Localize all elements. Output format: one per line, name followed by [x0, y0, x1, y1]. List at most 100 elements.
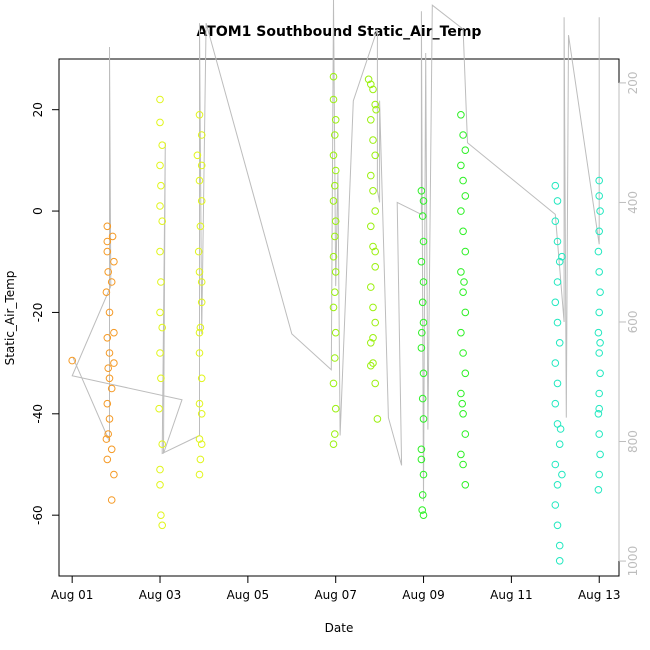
flight-track-line	[71, 0, 600, 502]
data-point	[459, 460, 467, 469]
x-tick-label: Aug 11	[490, 588, 533, 602]
data-point	[195, 470, 204, 479]
data-point	[419, 318, 428, 327]
data-point	[104, 268, 112, 276]
data-point	[596, 207, 604, 215]
data-point	[558, 252, 566, 261]
data-point	[418, 298, 427, 307]
data-point	[371, 263, 380, 271]
data-point	[419, 369, 428, 378]
data-point	[594, 486, 603, 494]
data-point	[417, 257, 426, 266]
data-point	[107, 496, 116, 504]
data-point	[195, 176, 204, 185]
x-tick-label: Aug 09	[402, 588, 445, 602]
y-tick-label: -60	[31, 505, 45, 525]
data-point	[596, 339, 604, 347]
data-point	[553, 481, 562, 489]
y-tick-label: -20	[31, 303, 45, 323]
data-point	[459, 349, 467, 357]
data-point	[461, 481, 470, 489]
data-point	[419, 415, 428, 423]
data-point	[459, 131, 467, 139]
chart-title: ATOM1 Southbound Static_Air_Temp	[197, 24, 482, 40]
y-axis-label: Static_Air_Temp	[3, 271, 17, 366]
x-tick-label: Aug 13	[578, 588, 621, 602]
data-point	[461, 247, 470, 256]
data-point	[105, 349, 114, 357]
data-point	[367, 80, 375, 89]
data-point	[107, 445, 116, 454]
data-point	[369, 187, 377, 195]
data-point	[417, 344, 426, 352]
data-point	[331, 404, 340, 413]
data-point	[331, 430, 339, 438]
data-point	[68, 356, 76, 365]
data-point	[102, 288, 111, 297]
data-point	[331, 288, 339, 297]
data-point	[329, 151, 338, 160]
data-point	[369, 359, 377, 367]
data-point	[329, 197, 338, 205]
data-point	[458, 399, 467, 408]
data-point	[457, 328, 465, 337]
data-point	[418, 491, 427, 499]
data-point	[196, 323, 205, 332]
data-point	[197, 161, 206, 170]
data-point	[596, 450, 604, 459]
data-point	[156, 349, 164, 357]
data-points	[68, 72, 604, 565]
data-point	[329, 379, 338, 388]
data-point	[461, 146, 470, 154]
data-point	[367, 339, 375, 347]
data-point	[103, 222, 112, 231]
data-point	[329, 440, 338, 449]
data-point	[103, 334, 112, 342]
data-point	[103, 247, 112, 256]
data-point	[369, 334, 377, 342]
data-point	[595, 268, 604, 276]
data-point	[329, 72, 338, 81]
data-point	[419, 511, 428, 520]
data-point	[419, 470, 428, 479]
data-point	[555, 257, 564, 266]
data-point	[594, 247, 603, 256]
data-point	[595, 470, 604, 479]
data-point	[457, 389, 465, 398]
data-point	[196, 222, 205, 231]
data-point	[156, 465, 164, 474]
data-point	[553, 278, 562, 286]
data-point	[372, 105, 380, 114]
data-point	[158, 521, 166, 530]
right-tick-label: 200	[626, 71, 640, 94]
data-point	[105, 374, 114, 383]
data-point	[369, 303, 377, 312]
data-point	[367, 116, 375, 124]
data-point	[551, 399, 560, 408]
data-point	[595, 176, 604, 185]
data-point	[156, 481, 164, 489]
data-point	[367, 361, 375, 370]
data-point	[459, 227, 467, 236]
data-point	[103, 399, 112, 408]
x-tick-label: Aug 03	[139, 588, 182, 602]
data-point	[556, 425, 565, 433]
data-point	[457, 268, 465, 276]
data-point	[457, 111, 465, 119]
x-tick-label: Aug 07	[314, 588, 357, 602]
data-point	[194, 247, 203, 256]
data-point	[156, 161, 164, 170]
data-point	[103, 237, 112, 246]
y-tick-label: 20	[31, 102, 45, 117]
data-point	[460, 278, 468, 286]
data-point	[157, 511, 165, 520]
data-point	[553, 318, 562, 327]
data-point	[595, 308, 604, 317]
data-point	[104, 430, 112, 438]
data-point	[195, 268, 204, 276]
data-point	[461, 369, 470, 378]
data-point	[596, 369, 604, 378]
data-point	[156, 247, 164, 256]
data-point	[371, 379, 380, 388]
data-point	[371, 207, 380, 215]
